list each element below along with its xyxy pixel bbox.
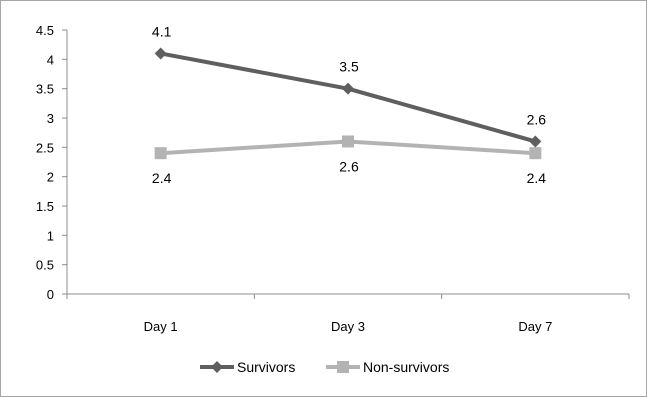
series-non-survivors: 2.4 2.6 2.4 xyxy=(152,135,546,186)
series-survivors: 4.1 3.5 2.6 xyxy=(152,23,547,148)
y-tick-label: 1 xyxy=(47,228,54,243)
x-tick-label: Day 1 xyxy=(144,319,178,334)
data-label: 2.6 xyxy=(339,158,359,174)
x-tick-label: Day 7 xyxy=(518,319,552,334)
y-tick-label: 1.5 xyxy=(36,199,54,214)
y-tick-label: 4 xyxy=(47,52,54,67)
y-tick-label: 4.5 xyxy=(36,23,54,38)
data-label: 4.1 xyxy=(152,23,172,39)
series-layer: 2.4 2.6 2.4 4.1 3.5 2.6 xyxy=(152,23,546,186)
y-tick-label: 0.5 xyxy=(36,258,54,273)
data-point xyxy=(154,147,167,160)
legend-label: Non-survivors xyxy=(363,359,449,375)
y-tick-label: 3.5 xyxy=(36,82,54,97)
y-tick-label: 2 xyxy=(47,170,54,185)
data-label: 2.6 xyxy=(527,111,547,127)
data-label: 2.4 xyxy=(527,170,547,186)
y-tick-label: 0 xyxy=(47,287,54,302)
legend-marker xyxy=(211,361,223,373)
legend: Survivors Non-survivors xyxy=(200,359,449,375)
data-point xyxy=(154,47,167,60)
data-point xyxy=(529,147,542,160)
data-point xyxy=(342,135,354,148)
legend-label: Survivors xyxy=(237,359,295,375)
data-point xyxy=(529,135,542,148)
legend-item-survivors: Survivors xyxy=(200,359,295,375)
data-label: 3.5 xyxy=(339,59,359,75)
y-tick-label: 3 xyxy=(47,111,54,126)
data-point xyxy=(342,82,354,95)
legend-item-non-survivors: Non-survivors xyxy=(326,359,449,375)
legend-marker xyxy=(337,361,349,373)
y-tick-label: 2.5 xyxy=(36,140,54,155)
axes: 0 0.5 1 1.5 2 2.5 3 3.5 4 4.5 Day 1 Day 3 Day 7 xyxy=(36,23,630,334)
x-tick-label: Day 3 xyxy=(331,319,365,334)
data-label: 2.4 xyxy=(152,170,172,186)
